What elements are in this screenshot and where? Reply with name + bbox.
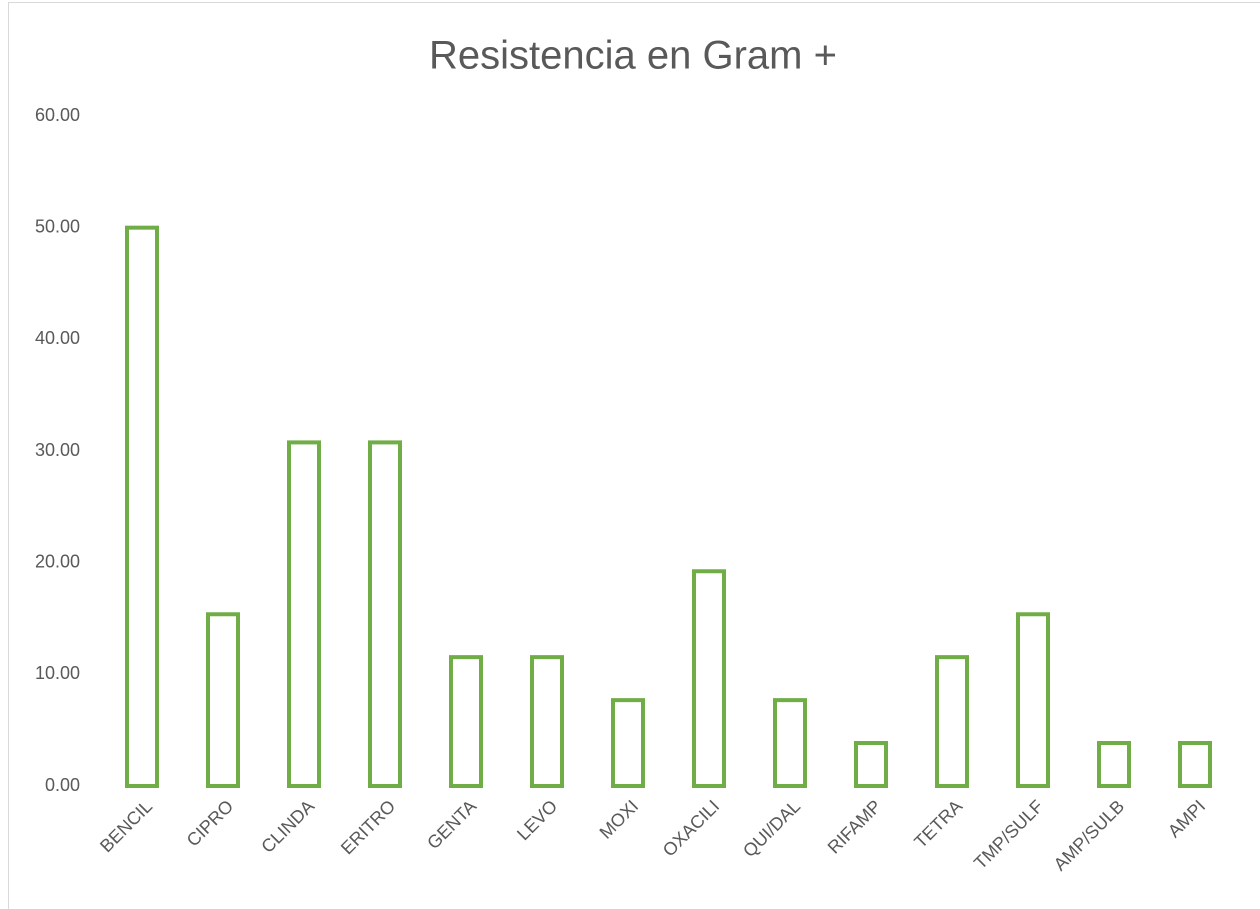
bar [611, 698, 645, 789]
bar [1178, 741, 1212, 789]
bar [125, 225, 159, 788]
bar [935, 655, 969, 788]
y-tick-label: 40.00 [35, 328, 80, 348]
y-tick-label: 0.00 [45, 775, 80, 795]
y-tick-label: 10.00 [35, 663, 80, 683]
bar [854, 741, 888, 789]
bar [530, 655, 564, 788]
y-tick-label: 30.00 [35, 440, 80, 460]
chart-title: Resistencia en Gram + [429, 34, 837, 78]
bar [287, 440, 321, 788]
y-tick-label: 50.00 [35, 216, 80, 236]
bar [368, 440, 402, 788]
y-tick-label: 60.00 [35, 105, 80, 125]
bar [206, 612, 240, 788]
y-tick-label: 20.00 [35, 551, 80, 571]
bar [1097, 741, 1131, 789]
bar [773, 698, 807, 789]
bar [692, 569, 726, 789]
bar [449, 655, 483, 788]
bar [1016, 612, 1050, 788]
